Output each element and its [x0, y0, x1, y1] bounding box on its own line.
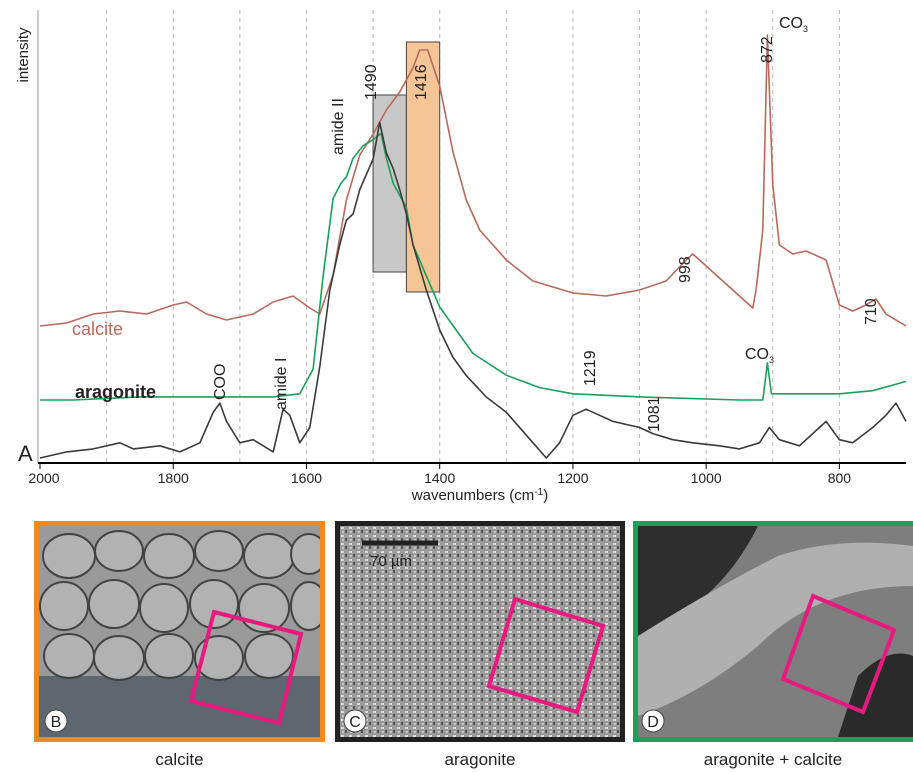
panel-d-aragonite-calcite: D — [633, 521, 913, 742]
micrograph-aragonite: 70 µm C — [340, 526, 620, 737]
x-tick-label: 1200 — [557, 470, 588, 486]
micrograph-aragonite-calcite: D — [638, 526, 913, 737]
series-lines — [39, 34, 907, 459]
panel-letter-c: C — [349, 714, 361, 731]
legend-calcite: calcite — [72, 319, 123, 339]
x-tick-label: 1800 — [158, 470, 189, 486]
panel-letter-a: A — [18, 441, 33, 466]
x-tick-label: 1000 — [691, 470, 722, 486]
scale-bar-label: 70 µm — [370, 553, 412, 570]
label-1081: 1081 — [646, 396, 663, 432]
label-1490: 1490 — [363, 64, 380, 100]
label-amide-i: amide I — [273, 358, 290, 410]
x-tick-label: 800 — [828, 470, 852, 486]
x-tick-label: 2000 — [28, 470, 59, 486]
caption-aragonite-calcite: aragonite + calcite — [703, 750, 843, 769]
spectrum-chart: 2000 1800 1600 1400 1200 1000 800 intensity A … — [15, 10, 907, 505]
series-line-0 — [39, 34, 907, 327]
label-amide-ii: amide II — [330, 98, 347, 155]
band-1490 — [372, 94, 407, 273]
panel-letter-b: B — [51, 714, 62, 731]
label-co3-top: CO3 — [779, 15, 808, 34]
label-1416: 1416 — [413, 64, 430, 100]
band-1416 — [405, 41, 441, 293]
label-872: 872 — [759, 36, 776, 63]
label-998: 998 — [677, 256, 694, 283]
x-axis-label: wavenumbers (cm-1) — [411, 487, 548, 505]
label-co3-bottom: CO3 — [745, 346, 774, 365]
caption-aragonite: aragonite — [444, 750, 516, 769]
x-tick-label: 1600 — [291, 470, 322, 486]
y-axis-label: intensity — [15, 27, 32, 83]
micrograph-calcite: B — [39, 526, 320, 737]
panel-b-calcite: B — [34, 521, 325, 742]
x-tick-labels: 2000 1800 1600 1400 1200 1000 800 — [28, 463, 851, 486]
caption-calcite: calcite — [155, 750, 204, 769]
x-tick-label: 1400 — [424, 470, 455, 486]
series-line-2 — [39, 121, 907, 459]
panel-letter-d: D — [647, 714, 659, 731]
series-line-1 — [40, 132, 907, 401]
label-coo: COO — [212, 364, 229, 400]
panel-c-aragonite: 70 µm C — [335, 521, 625, 742]
legend-aragonite: aragonite — [75, 382, 156, 402]
label-710: 710 — [863, 298, 880, 325]
label-1219: 1219 — [582, 350, 599, 386]
